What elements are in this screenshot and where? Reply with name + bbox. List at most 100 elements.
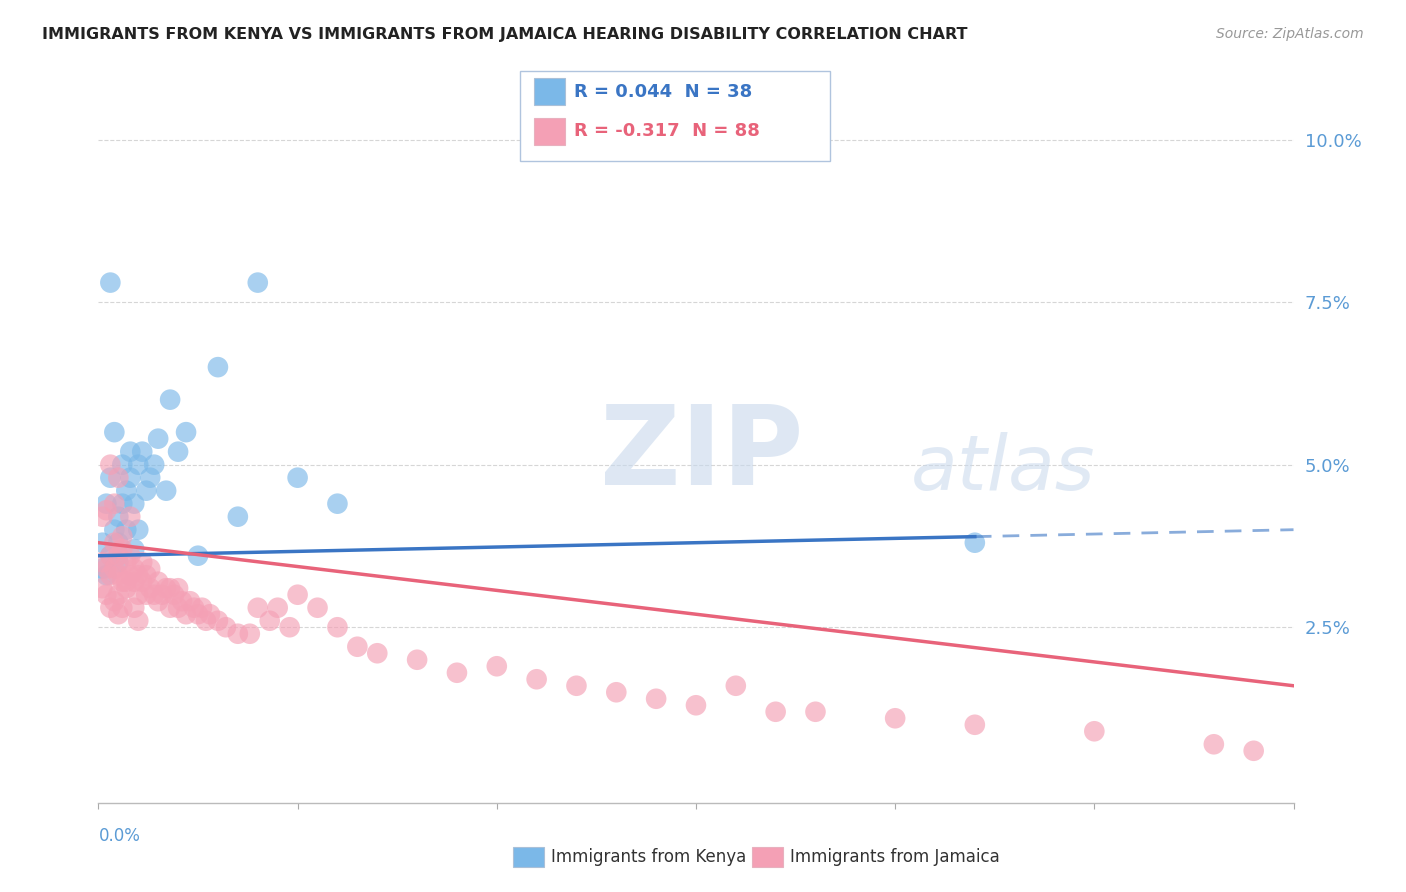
Point (326, 620, 349, 634)
Point (724, 679, 747, 693)
Point (107, 555, 129, 569)
Point (111, 574, 134, 589)
Point (107, 568, 129, 582)
Point (96, 503, 118, 517)
Point (115, 574, 138, 589)
Point (148, 574, 170, 589)
Point (135, 588, 157, 602)
Point (115, 555, 138, 569)
Point (91, 562, 114, 576)
Point (111, 529, 134, 543)
Point (107, 607, 129, 622)
Point (91, 535, 114, 549)
Point (107, 471, 129, 485)
Point (605, 685, 627, 699)
Point (239, 626, 262, 640)
Point (163, 588, 186, 602)
Point (103, 425, 125, 439)
Point (485, 659, 508, 673)
Point (167, 581, 190, 595)
Point (91, 555, 114, 569)
Point (406, 653, 429, 667)
Point (91, 581, 114, 595)
Point (131, 555, 153, 569)
Point (96, 497, 118, 511)
Point (187, 549, 209, 563)
Point (287, 471, 309, 485)
Point (115, 581, 138, 595)
Point (111, 497, 134, 511)
Point (174, 607, 197, 622)
Point (100, 458, 122, 472)
Text: R = -0.317  N = 88: R = -0.317 N = 88 (574, 122, 759, 140)
Point (143, 458, 166, 472)
Point (139, 471, 162, 485)
Point (167, 600, 190, 615)
Point (139, 581, 162, 595)
Point (107, 588, 129, 602)
Point (207, 614, 229, 628)
Point (100, 471, 122, 485)
Point (103, 535, 125, 549)
Point (127, 568, 149, 582)
Point (127, 523, 149, 537)
Point (307, 600, 329, 615)
Point (120, 568, 142, 582)
Point (103, 594, 125, 608)
Point (135, 568, 157, 582)
Point (226, 509, 249, 524)
Point (96, 568, 118, 582)
Point (96, 588, 118, 602)
Point (207, 360, 229, 375)
Point (100, 549, 122, 563)
Point (111, 600, 134, 615)
Point (346, 640, 368, 654)
Point (195, 614, 218, 628)
Text: 0.0%: 0.0% (98, 827, 141, 845)
Point (120, 509, 142, 524)
Point (765, 705, 787, 719)
Point (100, 276, 122, 290)
Point (107, 549, 129, 563)
Point (526, 672, 548, 686)
Point (1202, 737, 1225, 751)
Point (645, 691, 668, 706)
Point (120, 549, 142, 563)
Point (127, 458, 149, 472)
Point (446, 665, 468, 680)
Point (143, 588, 166, 602)
Point (326, 497, 349, 511)
Point (120, 444, 142, 458)
Point (124, 542, 146, 557)
Text: atlas: atlas (911, 432, 1095, 506)
Point (115, 523, 138, 537)
Point (172, 594, 194, 608)
Point (278, 620, 301, 634)
Point (159, 392, 181, 407)
Point (100, 549, 122, 563)
Point (124, 600, 146, 615)
Point (124, 574, 146, 589)
Text: R = 0.044  N = 38: R = 0.044 N = 38 (574, 83, 752, 101)
Point (187, 607, 209, 622)
Text: Immigrants from Kenya: Immigrants from Kenya (551, 848, 747, 866)
Text: Immigrants from Jamaica: Immigrants from Jamaica (790, 848, 1000, 866)
Point (963, 718, 986, 732)
Point (246, 276, 269, 290)
Point (107, 535, 129, 549)
Point (1243, 744, 1265, 758)
Point (124, 562, 146, 576)
Point (267, 600, 290, 615)
Point (127, 588, 149, 602)
Point (565, 679, 588, 693)
Point (107, 509, 129, 524)
Point (100, 600, 122, 615)
Point (1083, 724, 1105, 739)
Point (215, 620, 238, 634)
Point (183, 600, 205, 615)
Point (91, 509, 114, 524)
Point (103, 523, 125, 537)
Point (198, 607, 221, 622)
Point (155, 581, 177, 595)
Point (159, 581, 181, 595)
